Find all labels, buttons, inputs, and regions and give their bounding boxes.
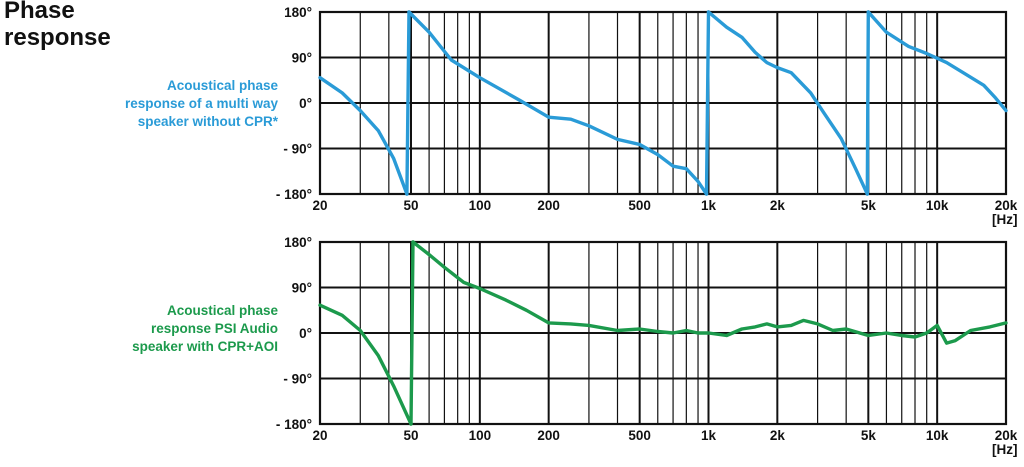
top-chart-ytick-label: - 90° [283, 142, 312, 157]
top-description-line-3: speaker without CPR* [137, 114, 278, 129]
top-chart-description: Acoustical phase response of a multi way… [18, 77, 278, 131]
top-chart-xtick-label: 100 [469, 198, 492, 213]
top-chart-series-line [866, 10, 1008, 113]
top-chart-xtick-label: 1k [701, 198, 717, 213]
top-description-line-1: Acoustical phase [166, 78, 278, 93]
top-chart-xtick-label: 50 [403, 198, 418, 213]
bottom-chart-ytick-label: - 180° [276, 417, 312, 432]
top-chart-ytick-label: 0° [299, 96, 312, 111]
top-chart-ytick-label: 180° [284, 5, 312, 20]
page-title-line-2: response [4, 24, 111, 51]
bottom-chart-xtick-label: 100 [469, 428, 492, 443]
bottom-chart-ytick-label: 180° [284, 235, 312, 250]
bottom-chart-xtick-label: 5k [861, 428, 877, 443]
bottom-chart-unit-label: [Hz] [992, 442, 1018, 457]
top-chart-xtick-label: 10k [926, 198, 949, 213]
top-chart-ytick-label: - 180° [276, 187, 312, 202]
top-chart-phase-wrap-line [704, 10, 711, 196]
bottom-chart-frame [318, 240, 1008, 426]
bottom-chart-xtick-label: 200 [537, 428, 560, 443]
top-chart-phase-wrap-line [405, 10, 411, 196]
page-title-line-1: Phase [4, 0, 75, 24]
top-chart-xtick-label: 2k [770, 198, 786, 213]
bottom-chart-xtick-label: 20k [995, 428, 1018, 443]
top-description-line-2: response of a multi way [124, 96, 278, 111]
bottom-chart-ytick-label: 90° [292, 281, 312, 296]
top-chart-series-line [407, 10, 709, 196]
bottom-description-line-2: response PSI Audio [150, 321, 278, 336]
bottom-chart-xtick-label: 500 [628, 428, 651, 443]
bottom-chart: 180° 90° 0° - 90° - 180°20 50 100 200 500 1k 2k 5k 1… [276, 235, 1018, 457]
top-chart-phase-wrap-line [865, 10, 870, 196]
bottom-chart-xtick-label: 50 [403, 428, 418, 443]
bottom-chart-ytick-label: - 90° [283, 372, 312, 387]
bottom-chart-phase-wrap-line [409, 240, 415, 426]
top-chart-xtick-label: 5k [861, 198, 877, 213]
bottom-chart-series-line [318, 303, 413, 426]
top-chart-xtick-label: 200 [537, 198, 560, 213]
bottom-chart-xtick-label: 10k [926, 428, 949, 443]
top-chart-frame [318, 10, 1008, 196]
top-chart-ytick-label: 90° [292, 51, 312, 66]
bottom-description-line-1: Acoustical phase [166, 303, 278, 318]
top-chart-xtick-label: 20k [995, 198, 1018, 213]
page-title: Phase response [4, 0, 111, 51]
bottom-chart-ytick-label: 0° [299, 326, 312, 341]
top-chart-xtick-label: 20 [312, 198, 327, 213]
top-chart-series-line [706, 10, 869, 196]
bottom-chart-series-line [411, 240, 1008, 345]
top-chart: 180° 90° 0° - 90° - 180°20 50 100 200 500 1k 2k 5k 1… [276, 5, 1018, 227]
bottom-chart-xtick-label: 20 [312, 428, 327, 443]
top-chart-grid [320, 11, 1006, 195]
top-chart-series [318, 10, 1008, 196]
bottom-description-line-3: speaker with CPR+AOI [132, 339, 278, 354]
top-chart-xtick-label: 500 [628, 198, 651, 213]
bottom-chart-series [318, 240, 1008, 426]
top-chart-unit-label: [Hz] [992, 212, 1018, 227]
bottom-chart-description: Acoustical phase response PSI Audio spea… [18, 302, 278, 356]
bottom-chart-xtick-label: 1k [701, 428, 717, 443]
bottom-chart-xtick-label: 2k [770, 428, 786, 443]
top-chart-series-line [318, 76, 409, 196]
